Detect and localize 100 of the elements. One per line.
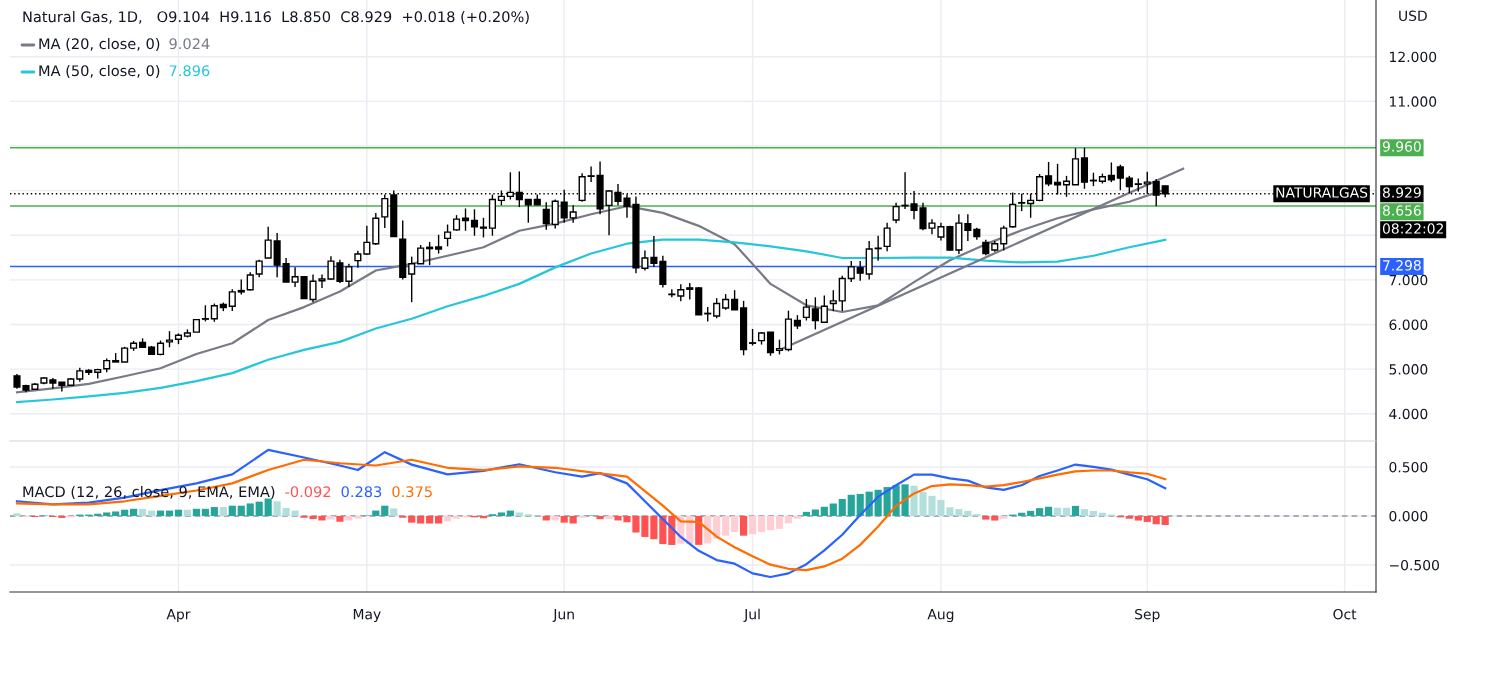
bar <box>793 515 801 519</box>
y-tick-label: 4.000 <box>1389 408 1428 420</box>
candlestick <box>650 235 658 268</box>
bar <box>1036 508 1044 516</box>
candlestick <box>551 198 559 230</box>
bar <box>775 515 784 529</box>
text: Natural Gas, 1D, <box>23 10 142 24</box>
bar <box>246 503 254 516</box>
bar <box>569 515 577 524</box>
candlestick <box>668 288 676 298</box>
candlestick <box>264 226 272 259</box>
y-tick-label: 12.000 <box>1390 51 1437 63</box>
candlestick <box>1000 225 1008 252</box>
candlestick <box>282 257 290 283</box>
bar <box>1152 515 1160 525</box>
candlestick <box>417 244 425 265</box>
bar <box>838 499 846 516</box>
candlestick <box>479 217 488 239</box>
y-tick-label: 7.000 <box>1389 274 1428 286</box>
candlestick <box>820 294 828 323</box>
annotation: 0.375 <box>392 486 432 498</box>
bar <box>1143 515 1151 522</box>
bar <box>273 501 281 516</box>
bar <box>255 501 263 516</box>
candlestick <box>587 165 595 183</box>
bar <box>372 510 380 516</box>
candlestick <box>713 297 721 319</box>
annotation: 9.024 <box>169 38 210 50</box>
candlestick <box>766 331 775 357</box>
bar <box>426 515 434 524</box>
bar <box>201 508 209 516</box>
candlestick <box>802 298 810 322</box>
bar <box>121 509 129 516</box>
legend-label: MA (50, close, 0) <box>39 64 160 78</box>
annotation: 0.283 <box>341 486 382 498</box>
bar <box>443 515 452 522</box>
bar <box>1000 515 1008 519</box>
y-tick-label: 5.000 <box>1389 364 1428 375</box>
bar <box>336 515 344 522</box>
candlestick <box>210 302 218 323</box>
y-tick-label: 6.000 <box>1389 319 1428 330</box>
candlestick <box>228 288 236 312</box>
bar <box>1071 505 1080 516</box>
annotation: O9.104 H9.116 L8.850 C8.929 +0.018 (+0.20%) <box>157 10 529 24</box>
bar <box>1098 512 1106 516</box>
bar <box>219 507 227 516</box>
bar <box>228 505 236 516</box>
candlestick <box>408 255 416 303</box>
bar <box>13 513 21 516</box>
candlestick <box>1045 161 1053 187</box>
candlestick <box>838 275 846 312</box>
candlestick <box>363 225 371 256</box>
bar <box>381 505 389 516</box>
bar <box>596 515 604 520</box>
bar <box>327 515 335 520</box>
candlestick <box>1107 161 1115 183</box>
bar <box>515 512 523 516</box>
bar <box>847 494 855 516</box>
candlestick <box>883 222 891 252</box>
bar <box>695 515 703 545</box>
candlestick <box>345 263 353 288</box>
y-tick-label: 0.500 <box>1389 461 1428 473</box>
x-tick-label: Aug <box>927 609 954 623</box>
candlestick <box>444 223 452 248</box>
x-tick-label: Jul <box>743 608 760 622</box>
candlestick <box>964 213 972 242</box>
ref-line-label: 8.656 <box>1382 205 1421 216</box>
annotation: -0.092 <box>285 486 331 498</box>
candlestick <box>856 260 864 282</box>
candlestick <box>542 201 550 231</box>
bar <box>722 515 730 536</box>
bar <box>991 515 999 521</box>
candlestick <box>435 234 443 255</box>
bar <box>103 512 111 516</box>
bar <box>435 515 443 524</box>
bar <box>1134 515 1142 521</box>
candlestick <box>524 198 532 224</box>
ref-line-label: 8.929 <box>1382 187 1421 198</box>
bar <box>1089 510 1098 516</box>
candlestick <box>1116 164 1124 191</box>
bar <box>964 510 972 516</box>
candlestick <box>892 201 900 224</box>
bar <box>802 511 810 516</box>
bar <box>1018 512 1026 516</box>
annotation: NATURALGAS <box>1276 187 1368 198</box>
bar <box>174 509 183 516</box>
bar <box>811 509 819 516</box>
bar <box>955 509 963 516</box>
bar <box>982 515 990 520</box>
bar <box>1125 515 1133 519</box>
annotation: 7.896 <box>169 65 210 77</box>
bar <box>1027 510 1035 516</box>
bar <box>183 509 192 516</box>
y-tick-label: −0.500 <box>1389 559 1439 571</box>
bar <box>452 515 461 519</box>
candlestick <box>470 208 479 237</box>
line-series <box>15 238 1167 404</box>
bar <box>757 515 766 533</box>
bar <box>784 515 793 524</box>
x-tick-label: Apr <box>166 609 191 623</box>
